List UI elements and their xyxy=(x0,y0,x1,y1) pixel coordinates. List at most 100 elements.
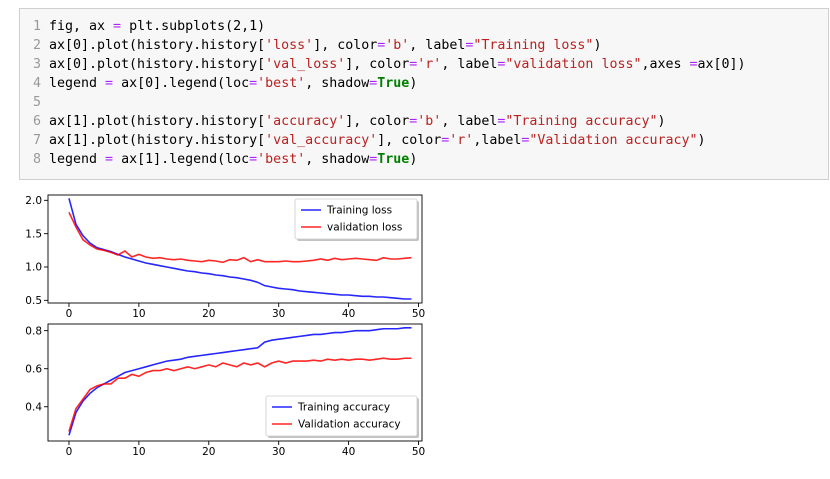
code-token: ) xyxy=(697,133,706,148)
series-line-2 xyxy=(68,357,412,432)
code-token: ,label xyxy=(473,133,522,148)
code-token: ax[0].plot(history.history[ xyxy=(49,38,266,53)
code-line: 1 fig, ax = plt.subplots(2,1) xyxy=(20,17,265,36)
matplotlib-figure: 0 10 20 30 40 50 0.5 1.0 1.5 2.0 Training loss vali… xyxy=(25,194,425,458)
code-token: 'best' xyxy=(257,76,306,91)
x-tick-label: 10 xyxy=(132,446,145,458)
code-token: ax[1].plot(history.history[ xyxy=(49,133,266,148)
y-tick-label: 1.5 xyxy=(25,228,42,240)
code-token: True xyxy=(377,76,410,91)
code-token: True xyxy=(377,152,410,167)
legend-label: Validation accuracy xyxy=(298,419,401,431)
x-tick-label: 20 xyxy=(202,446,215,458)
code-token: 'accuracy' xyxy=(265,114,346,129)
code-cell[interactable]: 1 fig, ax = plt.subplots(2,1) 2 ax[0].plot(… xyxy=(19,8,829,180)
y-tick-label: 0.8 xyxy=(25,325,42,337)
code-line: 4 legend = ax[0].legend(loc='best', shado… xyxy=(20,74,417,93)
axes-frame xyxy=(47,194,423,304)
line-number: 3 xyxy=(32,57,41,72)
line-number: 1 xyxy=(32,19,41,34)
code-token: ax[1].plot(history.history[ xyxy=(49,114,266,129)
code-token: ], color xyxy=(345,57,410,72)
code-token: = xyxy=(497,114,506,129)
line-number: 6 xyxy=(32,114,41,129)
code-token: = xyxy=(465,38,474,53)
code-token: = xyxy=(409,114,418,129)
code-token: = xyxy=(249,152,258,167)
code-token: = xyxy=(521,133,530,148)
x-tick-label: 50 xyxy=(412,446,425,458)
code-token: = xyxy=(105,76,114,91)
code-token: 'b' xyxy=(417,114,442,129)
legend-box xyxy=(265,395,418,437)
code-token: "Training accuracy" xyxy=(505,114,658,129)
series-line-1 xyxy=(68,198,412,300)
axes-frame xyxy=(47,323,423,442)
output-area: 0 10 20 30 40 50 0.5 1.0 1.5 2.0 Training loss vali… xyxy=(0,190,430,475)
code-token: 'r' xyxy=(449,133,474,148)
code-line: 5 xyxy=(20,93,49,112)
line-number: 7 xyxy=(32,133,41,148)
series-line-2 xyxy=(68,211,412,264)
line-number: 8 xyxy=(32,152,41,167)
code-token: = xyxy=(377,38,386,53)
code-token: 'best' xyxy=(257,152,306,167)
code-line: 3 ax[0].plot(history.history['val_loss'],… xyxy=(20,55,746,74)
series-line-1 xyxy=(68,327,412,436)
code-token: "Training loss" xyxy=(473,38,594,53)
line-number: 5 xyxy=(32,95,41,110)
legend-label: Training loss xyxy=(326,205,392,217)
code-token: ) xyxy=(409,152,418,167)
code-token: ) xyxy=(657,114,666,129)
code-text: ax[0].plot(history.history['loss'], colo… xyxy=(41,36,601,55)
code-token: = xyxy=(249,76,258,91)
code-token: = xyxy=(105,152,114,167)
code-token: = xyxy=(369,152,378,167)
code-token: "validation loss" xyxy=(505,57,642,72)
code-text: legend = ax[1].legend(loc='best', shadow… xyxy=(41,150,417,169)
y-tick-label: 2.0 xyxy=(25,195,42,207)
y-tick-label: 0.5 xyxy=(25,295,42,307)
loss-chart: 0 10 20 30 40 50 0.5 1.0 1.5 2.0 Training loss vali… xyxy=(25,194,425,320)
x-tick-label: 10 xyxy=(132,308,145,320)
code-token: ax[0].plot(history.history[ xyxy=(49,57,266,72)
legend: Training loss validation loss xyxy=(294,198,419,241)
code-token: 'loss' xyxy=(265,38,314,53)
code-token: , label xyxy=(409,38,466,53)
code-line: 7 ax[1].plot(history.history['val_accurac… xyxy=(20,131,706,150)
code-token: ], color xyxy=(345,114,410,129)
y-tick-label: 0.6 xyxy=(25,363,42,375)
code-token: 'val_accuracy' xyxy=(265,133,378,148)
x-tick-label: 40 xyxy=(342,308,355,320)
code-token: 'r' xyxy=(417,57,442,72)
code-token: ax[0]) xyxy=(697,57,746,72)
code-token: fig, ax xyxy=(49,19,114,34)
code-line: 2 ax[0].plot(history.history['loss'], col… xyxy=(20,36,601,55)
code-token: ], color xyxy=(313,38,378,53)
legend-label: validation loss xyxy=(327,222,402,234)
code-token: ) xyxy=(409,76,418,91)
x-tick-label: 40 xyxy=(342,446,355,458)
code-token: = xyxy=(441,133,450,148)
code-token: ], color xyxy=(377,133,442,148)
x-tick-label: 30 xyxy=(272,308,285,320)
x-tick-label: 30 xyxy=(272,446,285,458)
x-tick-label: 20 xyxy=(202,308,215,320)
code-token: = xyxy=(369,76,378,91)
y-tick-label: 0.4 xyxy=(25,401,42,413)
line-number: 2 xyxy=(32,38,41,53)
code-line: 6 ax[1].plot(history.history['accuracy'],… xyxy=(20,112,666,131)
x-tick-label: 0 xyxy=(66,446,73,458)
code-token: = xyxy=(689,57,698,72)
code-line: 8 legend = ax[1].legend(loc='best', shado… xyxy=(20,150,417,169)
code-token: 'val_loss' xyxy=(265,57,346,72)
accuracy-chart: 0 10 20 30 40 50 0.4 0.6 0.8 Training accuracy Val… xyxy=(25,323,425,458)
code-text: ax[1].plot(history.history['accuracy'], … xyxy=(41,112,666,131)
code-token: = xyxy=(113,19,122,34)
code-text: fig, ax = plt.subplots(2,1) xyxy=(41,17,265,36)
legend-label: Training accuracy xyxy=(297,402,390,414)
code-token: 'b' xyxy=(385,38,410,53)
code-text: ax[1].plot(history.history['val_accuracy… xyxy=(41,131,706,150)
code-token: plt.subplots(2,1) xyxy=(121,19,266,34)
legend: Training accuracy Validation accuracy xyxy=(265,395,419,438)
